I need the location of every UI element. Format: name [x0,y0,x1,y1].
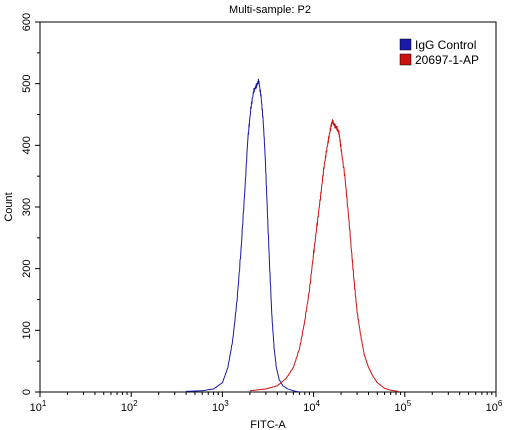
y-axis-title: Count [3,192,15,221]
y-tick-label: 200 [21,259,33,277]
y-axis: 0 100 200 300 400 500 600 [21,13,40,395]
y-tick-label: 500 [21,74,33,92]
plot-area [39,21,497,393]
y-tick-label: 400 [21,136,33,154]
legend-swatch [399,53,412,66]
y-tick-label: 0 [21,389,33,395]
x-axis: 101 102 103 104 105 106 [30,392,503,414]
x-tick-label: 103 [212,399,229,414]
chart-title: Multi-sample: P2 [229,4,311,16]
x-tick-label: 106 [486,399,503,414]
y-tick-label: 600 [21,13,33,31]
x-axis-title: FITC-A [250,419,286,430]
plot-frame [39,21,497,393]
series-layer [186,78,399,393]
x-tick-label: 104 [303,399,320,414]
x-tick-label: 101 [30,399,47,414]
x-tick-label: 105 [394,399,411,414]
legend-label: IgG Control [415,38,476,52]
series-line-igg-control [186,78,300,393]
legend-label: 20697-1-AP [415,53,479,67]
series-line-sample [249,119,399,392]
x-tick-label: 102 [121,399,138,414]
y-tick-label: 300 [21,198,33,216]
y-tick-label: 100 [21,321,33,339]
legend-swatch [399,38,412,51]
